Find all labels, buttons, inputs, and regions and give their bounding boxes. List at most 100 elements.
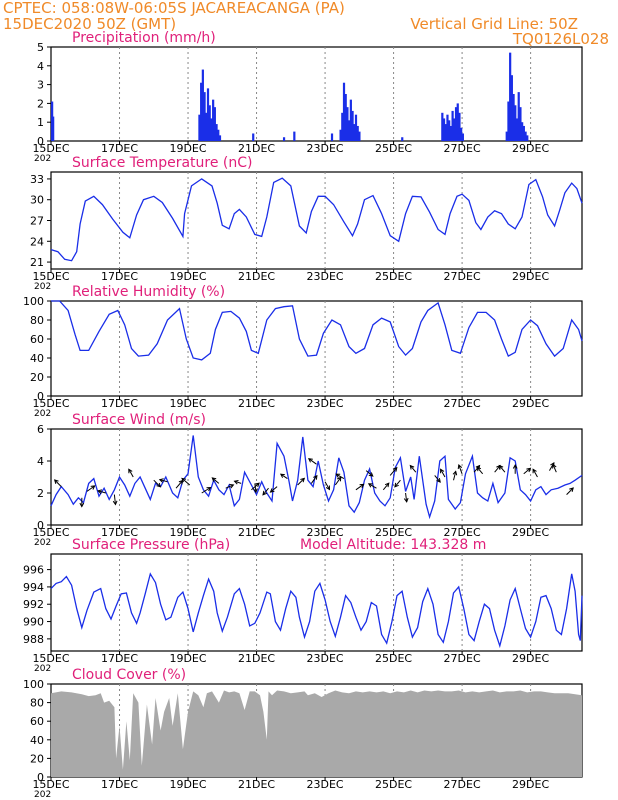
cloud-cover-xtick-label: 25DEC [375,778,412,791]
wind-arrow [368,483,377,489]
precipitation-bar [456,103,459,141]
precipitation-bar [461,133,464,141]
precipitation-ytick-label: 3 [37,79,44,92]
humidity-xtick-label: 19DEC [169,397,206,410]
cloud-cover-year-label: 202 [34,790,51,800]
wind-xtick-label: 15DEC [32,526,69,539]
humidity-xtick-label: 29DEC [512,397,549,410]
wind-frame [50,428,583,526]
precipitation-bar [208,105,211,141]
temperature-xtick-label: 19DEC [169,270,206,283]
wind-arrow [234,480,242,484]
humidity-ytick-label: 20 [30,371,44,384]
temperature-xtick-label: 27DEC [444,270,481,283]
model-altitude-label: Model Altitude: 143.328 m [300,537,486,553]
precipitation-bar [507,101,510,141]
precipitation-bar [514,105,517,141]
pressure-xtick-label: 23DEC [307,652,344,665]
header-grid-line: Vertical Grid Line: 50Z [410,15,578,33]
wind-arrow-head [394,482,399,488]
wind-arrow-head [53,479,59,484]
temperature-ytick-label: 33 [30,173,44,186]
wind-xtick-label: 21DEC [238,526,275,539]
pressure-xtick-label: 15DEC [32,652,69,665]
wind-arrow-head [313,474,318,480]
precipitation-bar [515,118,519,141]
wind-arrow [86,485,95,492]
precipitation-bar [339,129,342,141]
humidity-xtick-label: 17DEC [101,397,138,410]
precipitation-bar [448,120,451,141]
wind-arrow [523,467,531,475]
precipitation-bar [358,131,361,141]
precipitation-bar [252,133,255,141]
temperature-year-label: 202 [34,282,51,292]
precipitation-bar [401,137,404,141]
wind-arrow [254,483,257,493]
pressure-ytick-label: 994 [23,581,44,594]
cloud-cover-xtick-label: 17DEC [101,778,138,791]
precipitation-xtick-label: 23DEC [307,142,344,155]
temperature-line [50,177,583,262]
humidity-xtick-label: 27DEC [444,397,481,410]
wind-arrow [153,479,161,488]
wind-arrow [566,487,574,495]
humidity-ytick-label: 0 [37,390,44,403]
wind-arrow-head [233,480,239,485]
cloud-cover-ytick-label: 100 [23,678,44,691]
temperature-xtick-label: 25DEC [375,270,412,283]
wind-arrow [499,465,506,473]
wind-arrow [175,480,184,489]
cloud-cover-ytick-label: 80 [30,697,44,710]
temperature-ytick-label: 24 [30,235,44,248]
wind-arrow [335,473,345,480]
wind-arrow [297,478,305,486]
precipitation-bar [446,114,449,141]
wind-arrow-head [359,483,365,489]
wind-arrow-head [253,488,258,494]
cloud-cover-ytick-label: 60 [30,715,44,728]
cloud-cover-xtick-label: 27DEC [444,778,481,791]
precipitation-bar [206,88,210,141]
precipitation-ytick-label: 0 [37,135,44,148]
precipitation-bar [346,107,349,141]
pressure-ytick-label: 996 [23,564,44,577]
cloud-cover-xtick-label: 15DEC [32,778,69,791]
precipitation-xtick-label: 25DEC [375,142,412,155]
precipitation-xtick-label: 21DEC [238,142,275,155]
wind-ytick-label: 6 [37,423,44,436]
cloud-cover-xtick-label: 21DEC [238,778,275,791]
precipitation-year-label: 202 [34,154,51,164]
humidity-year-label: 202 [34,409,51,419]
precipitation-bar [451,110,454,141]
wind-ytick-label: 4 [37,455,44,468]
precipitation-bar [509,52,512,141]
temperature-xtick-label: 29DEC [512,270,549,283]
wind-arrow [211,477,220,484]
wind-xtick-label: 19DEC [169,526,206,539]
pressure-xtick-label: 19DEC [169,652,206,665]
precipitation-bar [454,107,458,141]
wind-arrow-head [440,468,445,474]
wind-arrow-head [409,464,415,470]
humidity-frame [50,300,583,397]
wind-arrow-head [532,468,537,474]
wind-xtick-label: 23DEC [307,526,344,539]
wind-arrow-head [279,473,285,478]
wind-arrow [128,469,134,478]
wind-arrow [181,478,191,486]
precipitation-title: Precipitation (mm/h) [72,30,216,46]
wind-arrow [280,473,288,480]
wind-arrow-head [181,477,187,483]
pressure-year-label: 202 [34,664,51,674]
precipitation-bar [453,118,456,141]
precipitation-bar [217,129,220,141]
wind-arrow [159,479,168,483]
precipitation-bar [441,112,444,141]
wind-arrow-head [269,488,275,493]
precipitation-bar [351,110,354,141]
wind-xtick-label: 17DEC [101,526,138,539]
precipitation-bar [344,94,347,141]
wind-arrow-head [457,464,463,470]
wind-ytick-label: 0 [37,519,44,532]
